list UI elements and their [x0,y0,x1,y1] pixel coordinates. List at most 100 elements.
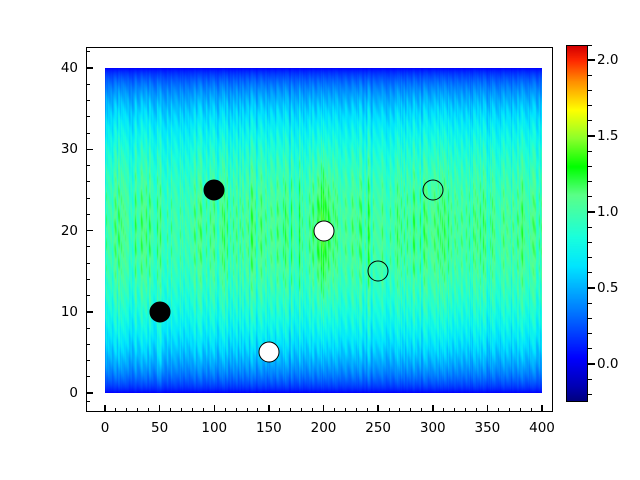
x-axis-minor-tick [388,408,390,412]
colorbar-minor-tick [588,105,592,107]
x-axis-minor-tick [454,408,456,412]
x-axis-minor-tick [170,408,172,412]
colorbar-major-tick [588,59,595,61]
x-axis-minor-tick [530,408,532,412]
y-axis-minor-tick [86,213,90,215]
x-axis-minor-tick [148,408,150,412]
x-axis-minor-tick [312,408,314,412]
x-axis-minor-tick [180,408,182,412]
y-axis-minor-tick [86,83,90,85]
y-axis-minor-tick [86,360,90,361]
colorbar-major-tick [588,363,595,365]
x-axis-minor-tick [465,408,467,412]
y-axis-minor-tick [86,327,90,329]
colorbar-minor-tick [588,317,592,319]
y-axis-major-tick [86,148,93,150]
x-axis-major-tick [322,405,325,412]
y-axis-tick-label: 30 [60,141,78,158]
data-marker[interactable] [258,341,280,363]
x-axis-major-tick [158,405,161,412]
colorbar-minor-tick [588,44,592,46]
colorbar-tick-label: 1.0 [597,204,619,221]
x-axis-tick-label: 50 [151,420,169,436]
y-axis-major-tick [86,311,93,313]
x-axis-minor-tick [126,408,128,412]
y-axis-minor-tick [86,246,90,248]
colorbar-minor-tick [588,378,592,380]
colorbar-minor-tick [588,120,592,122]
x-axis-major-tick [268,405,270,412]
data-marker[interactable] [367,260,389,282]
colorbar-minor-tick [588,181,592,183]
x-axis-tick-label: 400 [529,420,555,436]
x-axis-tick-label: 0 [100,420,110,436]
x-axis-minor-tick [246,408,248,412]
y-axis-minor-tick [86,262,90,264]
colorbar-minor-tick [588,74,592,76]
colorbar-minor-tick [588,166,592,168]
colorbar-minor-tick [588,150,592,152]
y-axis-minor-tick [86,343,90,345]
x-axis-minor-tick [235,408,237,412]
x-axis-minor-tick [202,408,204,412]
colorbar-minor-tick [588,226,592,228]
colorbar-tick-label: 2.0 [597,52,619,69]
y-axis-minor-tick [86,400,90,402]
x-axis-minor-tick [410,408,412,412]
x-axis-minor-tick [508,408,510,412]
x-axis-minor-tick [115,408,117,412]
data-marker[interactable] [203,179,225,201]
colorbar-major-tick [588,211,595,213]
x-axis-minor-tick [224,408,226,412]
colorbar-tick-label: 1.5 [597,128,619,145]
y-axis-minor-tick [86,197,90,199]
y-axis-minor-tick [86,132,90,134]
y-axis-major-tick [86,229,93,232]
data-marker[interactable] [422,179,444,201]
colorbar-minor-tick [588,272,592,274]
x-axis-minor-tick [355,408,357,412]
x-axis-minor-tick [279,408,281,412]
x-axis-minor-tick [366,408,368,412]
colorbar-minor-tick [588,241,592,243]
x-axis-major-tick [432,405,434,412]
colorbar-minor-tick [588,393,592,395]
y-axis-minor-tick [86,51,90,53]
colorbar-minor-tick [588,348,592,350]
y-axis-minor-tick [86,278,90,280]
colorbar-minor-tick [588,302,592,304]
y-axis-minor-tick [86,181,90,183]
x-axis-major-tick [377,405,379,412]
x-axis-minor-tick [344,408,346,412]
x-axis-major-tick [486,405,489,412]
y-axis-minor-tick [86,165,90,166]
x-axis-tick-label: 100 [201,420,228,436]
y-axis-minor-tick [86,376,90,378]
colorbar-tick-label: 0.5 [597,280,619,297]
x-axis-minor-tick [399,408,401,412]
x-axis-tick-label: 150 [255,420,282,436]
colorbar[interactable] [566,45,588,402]
x-axis-minor-tick [475,408,477,412]
x-axis-minor-tick [421,408,423,412]
colorbar-gradient [566,45,588,402]
x-axis-minor-tick [443,408,445,412]
colorbar-minor-tick [588,90,592,92]
data-marker[interactable] [149,301,171,323]
x-axis-tick-label: 300 [419,420,446,436]
data-marker[interactable] [313,220,334,241]
x-axis-minor-tick [333,408,335,412]
x-axis-major-tick [213,405,215,412]
x-axis-minor-tick [290,408,292,412]
y-axis-tick-label: 20 [60,222,78,239]
x-axis-minor-tick [191,408,193,412]
y-axis-major-tick [86,392,93,394]
x-axis-tick-label: 350 [474,420,501,436]
y-axis-minor-tick [86,116,90,118]
x-axis-tick-label: 200 [310,420,337,436]
x-axis-minor-tick [137,408,139,412]
y-axis-minor-tick [86,100,90,101]
x-axis-minor-tick [552,408,554,412]
y-axis-minor-tick [86,295,90,296]
